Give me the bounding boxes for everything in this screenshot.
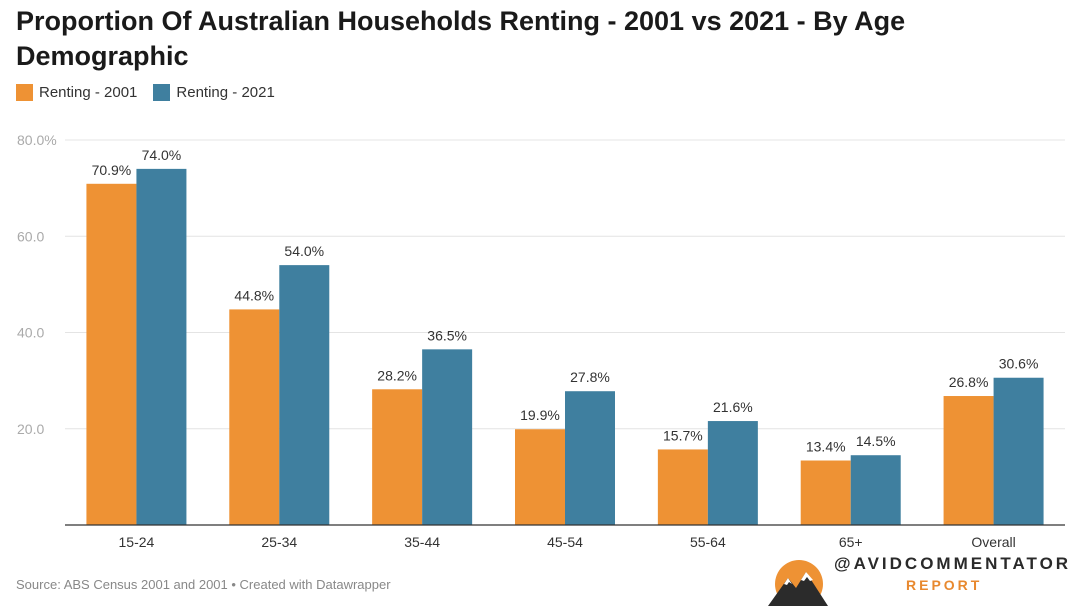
x-tick-label: 55-64 [690, 534, 726, 550]
legend-label-2001: Renting - 2001 [39, 84, 138, 101]
bar [279, 265, 330, 525]
data-label: 44.8% [234, 287, 274, 303]
bar [372, 389, 423, 525]
data-label: 15.7% [663, 427, 703, 443]
source-footer: Source: ABS Census 2001 and 2001 • Creat… [16, 577, 391, 592]
bar [422, 349, 473, 525]
chart-title: Proportion Of Australian Households Rent… [16, 6, 906, 71]
legend-item-2021: Renting - 2021 [153, 84, 275, 101]
y-tick-label: 60.0 [17, 228, 44, 244]
bar [707, 421, 758, 525]
brand-name: @AVIDCOMMENTATOR [834, 554, 1072, 573]
x-tick-label: 15-24 [119, 534, 155, 550]
data-label: 14.5% [856, 433, 896, 449]
data-label: 30.6% [999, 356, 1039, 372]
bar-chart: 20.0 40.0 60.0 80.0% 70.9% 74.0% 15-24 44.8% 54.… [17, 132, 1065, 550]
bar [657, 449, 708, 525]
bar [515, 429, 565, 525]
data-label: 13.4% [806, 439, 846, 455]
y-tick-label: 80.0% [17, 132, 57, 148]
x-tick-label: 45-54 [547, 534, 583, 550]
data-label: 36.5% [427, 327, 467, 343]
brand-sub: REPORT [906, 577, 983, 593]
bar [993, 377, 1044, 525]
data-label: 27.8% [570, 369, 610, 385]
y-tick-label: 20.0 [17, 421, 44, 437]
y-tick-label: 40.0 [17, 325, 44, 341]
data-label: 26.8% [949, 374, 989, 390]
legend-swatch-2001 [16, 84, 33, 101]
bar [86, 183, 137, 525]
x-tick-label: 35-44 [404, 534, 440, 550]
mountain-sun-logo-icon [768, 560, 828, 606]
x-tick-label: 25-34 [261, 534, 297, 550]
bar [229, 309, 280, 525]
bar [565, 391, 615, 525]
data-label: 70.9% [92, 162, 132, 178]
data-label: 54.0% [284, 243, 324, 259]
legend: Renting - 2001 Renting - 2021 [16, 84, 275, 101]
data-label: 21.6% [713, 399, 753, 415]
bar [850, 455, 901, 525]
x-tick-label: Overall [971, 534, 1015, 550]
x-tick-label: 65+ [839, 534, 863, 550]
data-label: 74.0% [142, 147, 182, 163]
bar [800, 460, 851, 525]
data-label: 28.2% [377, 367, 417, 383]
data-label: 19.9% [520, 407, 560, 423]
legend-swatch-2021 [153, 84, 171, 101]
bar [136, 168, 187, 525]
legend-label-2021: Renting - 2021 [176, 84, 275, 101]
legend-item-2001: Renting - 2001 [16, 84, 137, 101]
bar [943, 396, 994, 525]
